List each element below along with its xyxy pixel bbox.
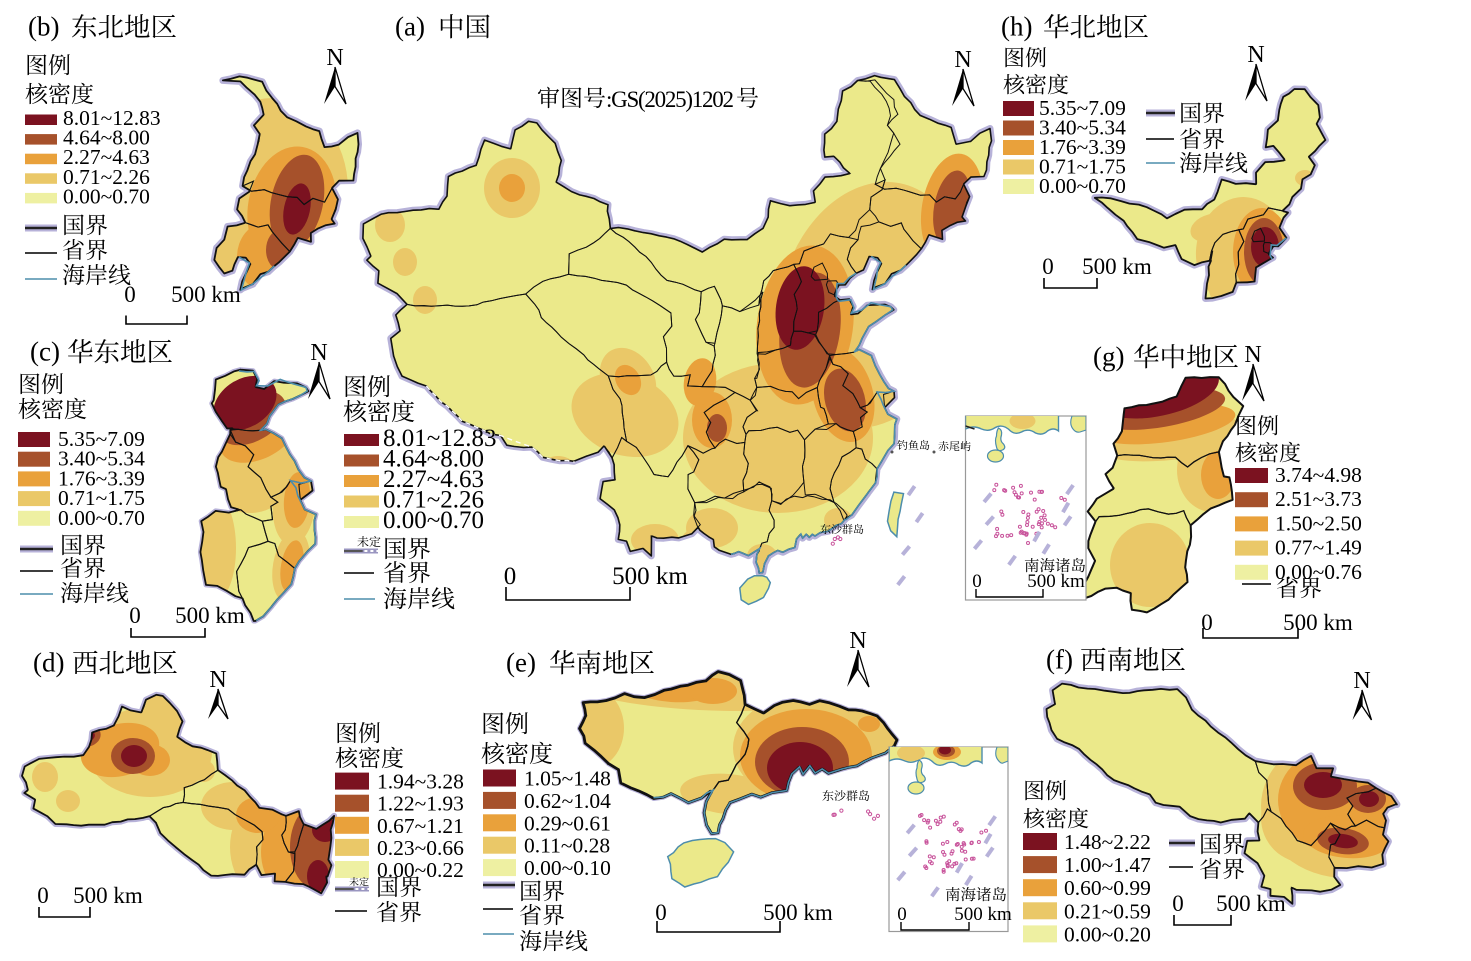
svg-text:4.64~8.00: 4.64~8.00 <box>63 126 150 150</box>
svg-text:N: N <box>954 47 971 73</box>
svg-text:(b): (b) <box>28 12 59 42</box>
svg-text:0.00~0.20: 0.00~0.20 <box>1064 922 1151 946</box>
svg-text:500 km: 500 km <box>612 563 688 590</box>
svg-text:N: N <box>1244 342 1261 368</box>
svg-text:0: 0 <box>1201 610 1213 635</box>
svg-text:0: 0 <box>1042 254 1054 279</box>
svg-text:0.71~1.75: 0.71~1.75 <box>1039 155 1126 179</box>
svg-text:0: 0 <box>504 563 517 590</box>
svg-text:1.05~1.48: 1.05~1.48 <box>524 767 611 791</box>
svg-text:500 km: 500 km <box>1283 610 1353 635</box>
svg-text:0.00~0.76: 0.00~0.76 <box>1275 560 1362 584</box>
svg-text:N: N <box>1353 668 1370 694</box>
svg-text:0.11~0.28: 0.11~0.28 <box>524 834 610 858</box>
svg-text:(g): (g) <box>1093 342 1124 372</box>
svg-text:3.40~5.34: 3.40~5.34 <box>58 447 145 471</box>
svg-text:3.40~5.34: 3.40~5.34 <box>1039 116 1126 140</box>
svg-text:500 km: 500 km <box>954 904 1012 925</box>
svg-text:0: 0 <box>897 904 907 925</box>
svg-text:1.76~3.39: 1.76~3.39 <box>58 466 145 490</box>
svg-text:(d): (d) <box>33 648 64 678</box>
svg-text:0.60~0.99: 0.60~0.99 <box>1064 876 1151 900</box>
svg-text:500 km: 500 km <box>175 603 245 628</box>
svg-text:1.00~1.47: 1.00~1.47 <box>1064 853 1151 877</box>
svg-text:0: 0 <box>124 282 136 307</box>
svg-text:5.35~7.09: 5.35~7.09 <box>1039 96 1126 120</box>
svg-text:0.67~1.21: 0.67~1.21 <box>377 814 464 838</box>
svg-text:N: N <box>849 628 866 654</box>
svg-text:1.50~2.50: 1.50~2.50 <box>1275 511 1362 535</box>
svg-text:N: N <box>310 340 327 366</box>
svg-text:0.77~1.49: 0.77~1.49 <box>1275 536 1362 560</box>
svg-text:4.64~8.00: 4.64~8.00 <box>383 446 484 473</box>
svg-text:(e): (e) <box>506 648 536 678</box>
svg-text:1.76~3.39: 1.76~3.39 <box>1039 135 1126 159</box>
svg-text:5.35~7.09: 5.35~7.09 <box>58 427 145 451</box>
svg-text::GS(2025)1202: :GS(2025)1202 <box>606 87 734 112</box>
svg-text:0: 0 <box>129 603 141 628</box>
svg-text:0.00~0.70: 0.00~0.70 <box>383 507 484 534</box>
svg-text:(f): (f) <box>1046 645 1073 675</box>
svg-text:(h): (h) <box>1001 12 1032 42</box>
svg-text:N: N <box>1247 42 1264 68</box>
svg-text:0.71~1.75: 0.71~1.75 <box>58 486 145 510</box>
svg-text:0.71~2.26: 0.71~2.26 <box>63 165 150 189</box>
svg-text:3.74~4.98: 3.74~4.98 <box>1275 463 1362 487</box>
svg-text:0.23~0.66: 0.23~0.66 <box>377 836 464 860</box>
svg-text:0: 0 <box>655 900 667 925</box>
svg-text:1.22~1.93: 1.22~1.93 <box>377 792 464 816</box>
svg-text:0.00~0.70: 0.00~0.70 <box>1039 174 1126 198</box>
svg-text:1.94~3.28: 1.94~3.28 <box>377 770 464 794</box>
svg-text:500 km: 500 km <box>1027 571 1085 592</box>
svg-text:0.29~0.61: 0.29~0.61 <box>524 811 611 835</box>
svg-text:500 km: 500 km <box>763 900 833 925</box>
svg-text:8.01~12.83: 8.01~12.83 <box>63 106 161 130</box>
svg-text:0: 0 <box>972 571 982 592</box>
svg-text:0.00~0.22: 0.00~0.22 <box>377 858 464 882</box>
svg-text:1.48~2.22: 1.48~2.22 <box>1064 830 1151 854</box>
svg-text:(c): (c) <box>30 337 60 367</box>
svg-text:(a): (a) <box>395 12 425 42</box>
svg-text:N: N <box>209 667 226 693</box>
svg-text:N: N <box>326 45 343 71</box>
svg-text:0: 0 <box>1172 891 1184 916</box>
svg-text:0.71~2.26: 0.71~2.26 <box>383 487 484 514</box>
svg-text:500 km: 500 km <box>73 883 143 908</box>
svg-text:0.21~0.59: 0.21~0.59 <box>1064 899 1151 923</box>
svg-text:0.00~0.70: 0.00~0.70 <box>58 506 145 530</box>
svg-text:0: 0 <box>37 883 49 908</box>
svg-text:2.27~4.63: 2.27~4.63 <box>383 466 484 493</box>
svg-text:2.27~4.63: 2.27~4.63 <box>63 145 150 169</box>
svg-text:500 km: 500 km <box>171 282 241 307</box>
svg-text:2.51~3.73: 2.51~3.73 <box>1275 487 1362 511</box>
svg-text:500 km: 500 km <box>1216 891 1286 916</box>
svg-text:0.00~0.10: 0.00~0.10 <box>524 856 611 880</box>
svg-text:500 km: 500 km <box>1082 254 1152 279</box>
svg-text:0.62~1.04: 0.62~1.04 <box>524 789 611 813</box>
svg-text:8.01~12.83: 8.01~12.83 <box>383 425 497 452</box>
svg-text:0.00~0.70: 0.00~0.70 <box>63 184 150 208</box>
